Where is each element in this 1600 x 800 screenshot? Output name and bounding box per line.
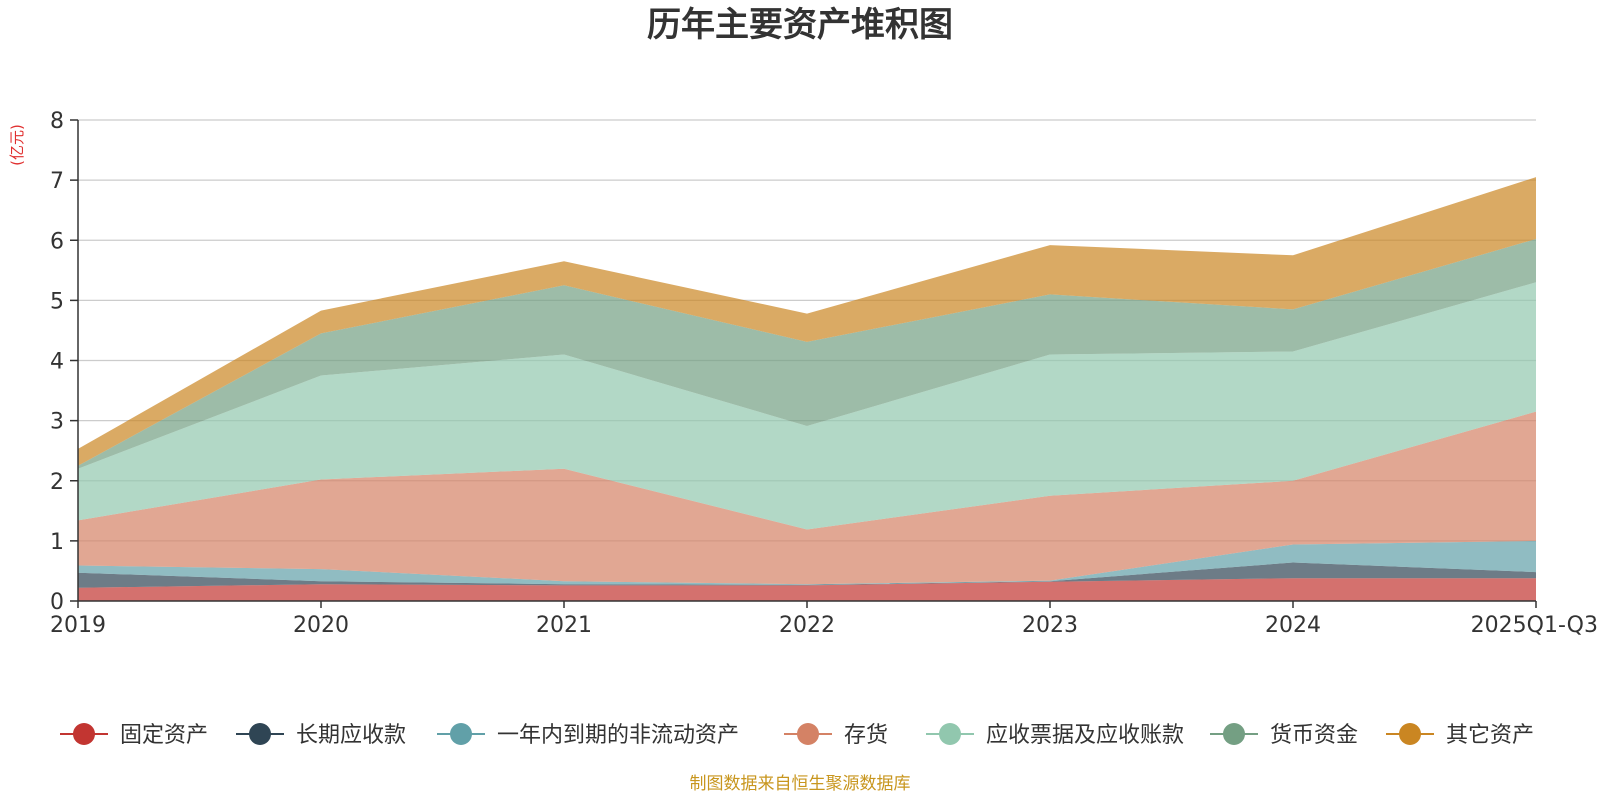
area-series-6 bbox=[78, 177, 1536, 466]
y-tick-label-1: 1 bbox=[50, 530, 64, 555]
y-tick-label-3: 3 bbox=[50, 410, 64, 435]
legend-label-5: 货币资金 bbox=[1270, 723, 1358, 748]
legend-label-2: 一年内到期的非流动资产 bbox=[497, 723, 739, 748]
legend-label-1: 长期应收款 bbox=[296, 723, 406, 748]
legend-label-4: 应收票据及应收账款 bbox=[986, 723, 1184, 748]
legend: 固定资产 长期应收款 一年内到期的非流动资产 存货 应收票据及应收账款 货币资金 其它资产 bbox=[60, 723, 1534, 748]
legend-label-6: 其它资产 bbox=[1446, 723, 1534, 748]
x-tick-label-5: 2024 bbox=[1265, 613, 1321, 638]
source-note: 制图数据来自恒生聚源数据库 bbox=[690, 774, 911, 794]
y-tick-label-5: 5 bbox=[50, 289, 64, 314]
legend-marker-6 bbox=[1399, 723, 1421, 745]
y-tick-label-4: 4 bbox=[50, 350, 64, 375]
area-series-5 bbox=[78, 239, 1536, 469]
y-axis-unit-label: (亿元) bbox=[8, 124, 26, 166]
legend-marker-1 bbox=[249, 723, 271, 745]
chart-title: 历年主要资产堆积图 bbox=[647, 5, 953, 45]
legend-item-6[interactable]: 其它资产 bbox=[1386, 723, 1534, 748]
legend-marker-0 bbox=[73, 723, 95, 745]
legend-label-0: 固定资产 bbox=[120, 723, 208, 748]
legend-item-1[interactable]: 长期应收款 bbox=[236, 723, 406, 748]
y-tick-label-7: 7 bbox=[50, 169, 64, 194]
legend-label-3: 存货 bbox=[844, 723, 888, 748]
axes: 0 1 2 3 4 5 6 7 8 2019 2020 2021 2022 2023 2024 2025Q1-… bbox=[50, 109, 1598, 638]
area-series-1 bbox=[78, 562, 1536, 588]
y-tick-label-6: 6 bbox=[50, 229, 64, 254]
legend-marker-5 bbox=[1223, 723, 1245, 745]
legend-marker-3 bbox=[797, 723, 819, 745]
area-series-0 bbox=[78, 578, 1536, 601]
x-tick-label-6: 2025Q1-Q3 bbox=[1471, 613, 1598, 638]
legend-item-4[interactable]: 应收票据及应收账款 bbox=[926, 723, 1184, 748]
y-tick-label-0: 0 bbox=[50, 590, 64, 615]
legend-marker-4 bbox=[939, 723, 961, 745]
area-series-2 bbox=[78, 540, 1536, 585]
area-series-3 bbox=[78, 411, 1536, 585]
y-tick-label-8: 8 bbox=[50, 109, 64, 134]
x-tick-label-3: 2022 bbox=[779, 613, 835, 638]
legend-item-5[interactable]: 货币资金 bbox=[1210, 723, 1358, 748]
legend-item-3[interactable]: 存货 bbox=[784, 723, 888, 748]
legend-item-0[interactable]: 固定资产 bbox=[60, 723, 208, 748]
area-series-layer bbox=[78, 177, 1536, 601]
legend-marker-2 bbox=[450, 723, 472, 745]
y-tick-label-2: 2 bbox=[50, 470, 64, 495]
x-tick-label-0: 2019 bbox=[50, 613, 106, 638]
legend-item-2[interactable]: 一年内到期的非流动资产 bbox=[437, 723, 739, 748]
x-tick-label-4: 2023 bbox=[1022, 613, 1078, 638]
x-tick-label-1: 2020 bbox=[293, 613, 349, 638]
x-tick-label-2: 2021 bbox=[536, 613, 592, 638]
area-series-4 bbox=[78, 282, 1536, 530]
